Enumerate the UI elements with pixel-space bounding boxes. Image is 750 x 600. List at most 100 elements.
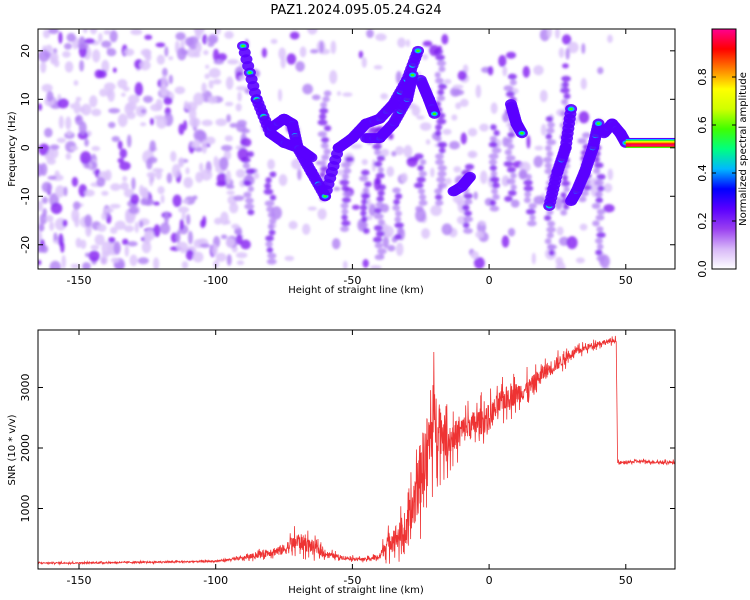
streak-blob xyxy=(507,143,515,150)
noise-blob xyxy=(94,69,104,79)
noise-blob xyxy=(109,203,121,209)
noise-blob xyxy=(578,111,590,124)
colorbar-tick-label: 0.6 xyxy=(696,116,709,134)
noise-blob xyxy=(110,183,121,191)
spectrogram-ytick-label: -20 xyxy=(19,236,32,254)
noise-blob xyxy=(215,29,221,35)
spectrogram-xtick-label: 0 xyxy=(486,274,493,287)
noise-blob xyxy=(295,61,305,72)
streak-blob xyxy=(510,172,517,179)
spectral-line-band xyxy=(625,137,675,140)
noise-blob xyxy=(181,261,189,269)
spectrogram-xtick-label: 50 xyxy=(619,274,633,287)
streak-blob xyxy=(596,243,604,250)
noise-blob xyxy=(38,230,43,243)
streak-blob xyxy=(266,206,275,213)
noise-blob xyxy=(44,127,53,138)
noise-blob xyxy=(451,114,458,121)
noise-blob xyxy=(203,49,209,56)
noise-blob xyxy=(368,203,376,217)
noise-blob xyxy=(63,186,68,197)
noise-blob xyxy=(233,195,245,201)
noise-blob xyxy=(575,257,585,264)
noise-blob xyxy=(139,60,151,71)
track-peak xyxy=(569,107,573,111)
noise-blob xyxy=(229,202,239,214)
streak-blob xyxy=(374,149,382,156)
streak-blob xyxy=(597,185,605,192)
noise-blob xyxy=(448,140,460,150)
noise-blob xyxy=(361,56,367,68)
noise-blob xyxy=(144,34,153,40)
noise-blob xyxy=(146,158,153,170)
noise-blob xyxy=(415,208,427,223)
noise-blob xyxy=(473,191,478,200)
streak-blob xyxy=(437,141,448,148)
noise-blob xyxy=(240,137,252,147)
noise-blob xyxy=(163,96,173,105)
streak-blob xyxy=(362,187,370,194)
noise-blob xyxy=(109,226,118,234)
streak-blob xyxy=(545,133,553,140)
noise-blob xyxy=(442,128,452,135)
streak-blob xyxy=(463,216,473,223)
noise-blob xyxy=(443,78,452,85)
streak-blob xyxy=(377,248,387,255)
noise-blob xyxy=(419,122,432,131)
noise-blob xyxy=(99,88,108,97)
streak-blob xyxy=(319,107,329,114)
noise-blob xyxy=(366,198,372,208)
noise-blob xyxy=(219,156,229,171)
noise-blob xyxy=(350,143,363,150)
noise-blob xyxy=(164,46,169,57)
streak-blob xyxy=(377,219,385,226)
spectrogram-xtick-label: -100 xyxy=(203,274,228,287)
streak-blob xyxy=(267,223,275,230)
streak-blob xyxy=(245,174,253,181)
noise-blob xyxy=(106,48,117,57)
streak-blob xyxy=(269,217,277,224)
noise-blob xyxy=(554,29,560,39)
noise-blob xyxy=(193,29,205,36)
noise-blob xyxy=(103,30,112,35)
colorbar-gradient xyxy=(712,29,736,269)
streak-blob xyxy=(340,162,351,169)
noise-blob xyxy=(184,37,195,47)
noise-blob xyxy=(101,59,110,73)
streak-blob xyxy=(377,166,384,173)
noise-blob xyxy=(502,66,508,77)
noise-blob xyxy=(111,135,120,142)
noise-blob xyxy=(140,109,147,114)
noise-blob xyxy=(470,251,479,260)
noise-blob xyxy=(329,70,338,85)
streak-blob xyxy=(265,235,274,242)
noise-blob xyxy=(565,47,570,60)
noise-blob xyxy=(278,47,286,60)
noise-blob xyxy=(555,256,564,266)
noise-blob xyxy=(208,67,221,79)
streak-blob xyxy=(373,213,384,220)
noise-blob xyxy=(62,219,68,227)
noise-blob xyxy=(47,149,54,161)
noise-blob xyxy=(84,189,95,197)
streak-blob xyxy=(318,113,327,120)
streak-blob xyxy=(563,186,570,193)
snr-background xyxy=(38,330,675,569)
streak-blob xyxy=(268,229,276,236)
noise-blob xyxy=(42,208,47,217)
streak-blob xyxy=(323,148,332,155)
noise-blob xyxy=(160,75,168,89)
noise-blob xyxy=(430,167,435,178)
noise-blob xyxy=(421,228,431,239)
noise-blob xyxy=(89,29,98,35)
noise-blob xyxy=(235,252,248,259)
noise-blob xyxy=(307,29,318,35)
noise-blob xyxy=(297,168,302,181)
streak-blob xyxy=(596,226,604,233)
streak-blob xyxy=(594,179,604,186)
streak-blob xyxy=(375,230,385,237)
noise-blob xyxy=(117,113,128,128)
streak-blob xyxy=(435,135,442,142)
spectrogram-ylabel: Frequency (Hz) xyxy=(7,111,18,187)
